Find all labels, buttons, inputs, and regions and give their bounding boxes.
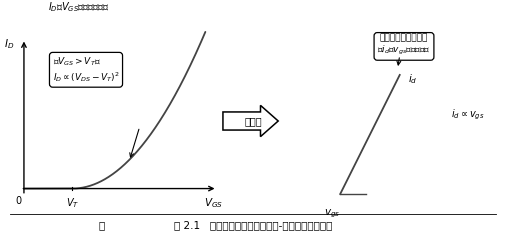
- Text: $v_{gs}$: $v_{gs}$: [323, 208, 339, 220]
- Text: $I_D$和$V_{GS}$不是线性关系: $I_D$和$V_{GS}$不是线性关系: [48, 0, 110, 14]
- Text: $V_{GS}$: $V_{GS}$: [204, 197, 223, 210]
- Text: 可以看出在微小范围
内$i_d$与$v_{gs}$是线性关系: 可以看出在微小范围 内$i_d$与$v_{gs}$是线性关系: [377, 33, 430, 57]
- Text: 放大图: 放大图: [244, 116, 262, 126]
- Text: 图 2.1   饱和区中漏极电流与栅极-源极间电压的关系: 图 2.1 饱和区中漏极电流与栅极-源极间电压的关系: [174, 220, 331, 230]
- Text: 0: 0: [16, 197, 22, 206]
- Text: $I_D$: $I_D$: [4, 38, 15, 51]
- Text: $i_d$: $i_d$: [408, 72, 417, 86]
- Text: 图: 图: [98, 220, 104, 230]
- Text: $i_d \propto v_{gs}$: $i_d \propto v_{gs}$: [450, 107, 484, 122]
- FancyArrow shape: [223, 105, 278, 137]
- Text: $V_T$: $V_T$: [66, 197, 79, 210]
- Text: 当$V_{GS}>V_T$时
$I_D$$\propto$$(V_{DS}-V_T)^2$: 当$V_{GS}>V_T$时 $I_D$$\propto$$(V_{DS}-V_…: [53, 56, 119, 84]
